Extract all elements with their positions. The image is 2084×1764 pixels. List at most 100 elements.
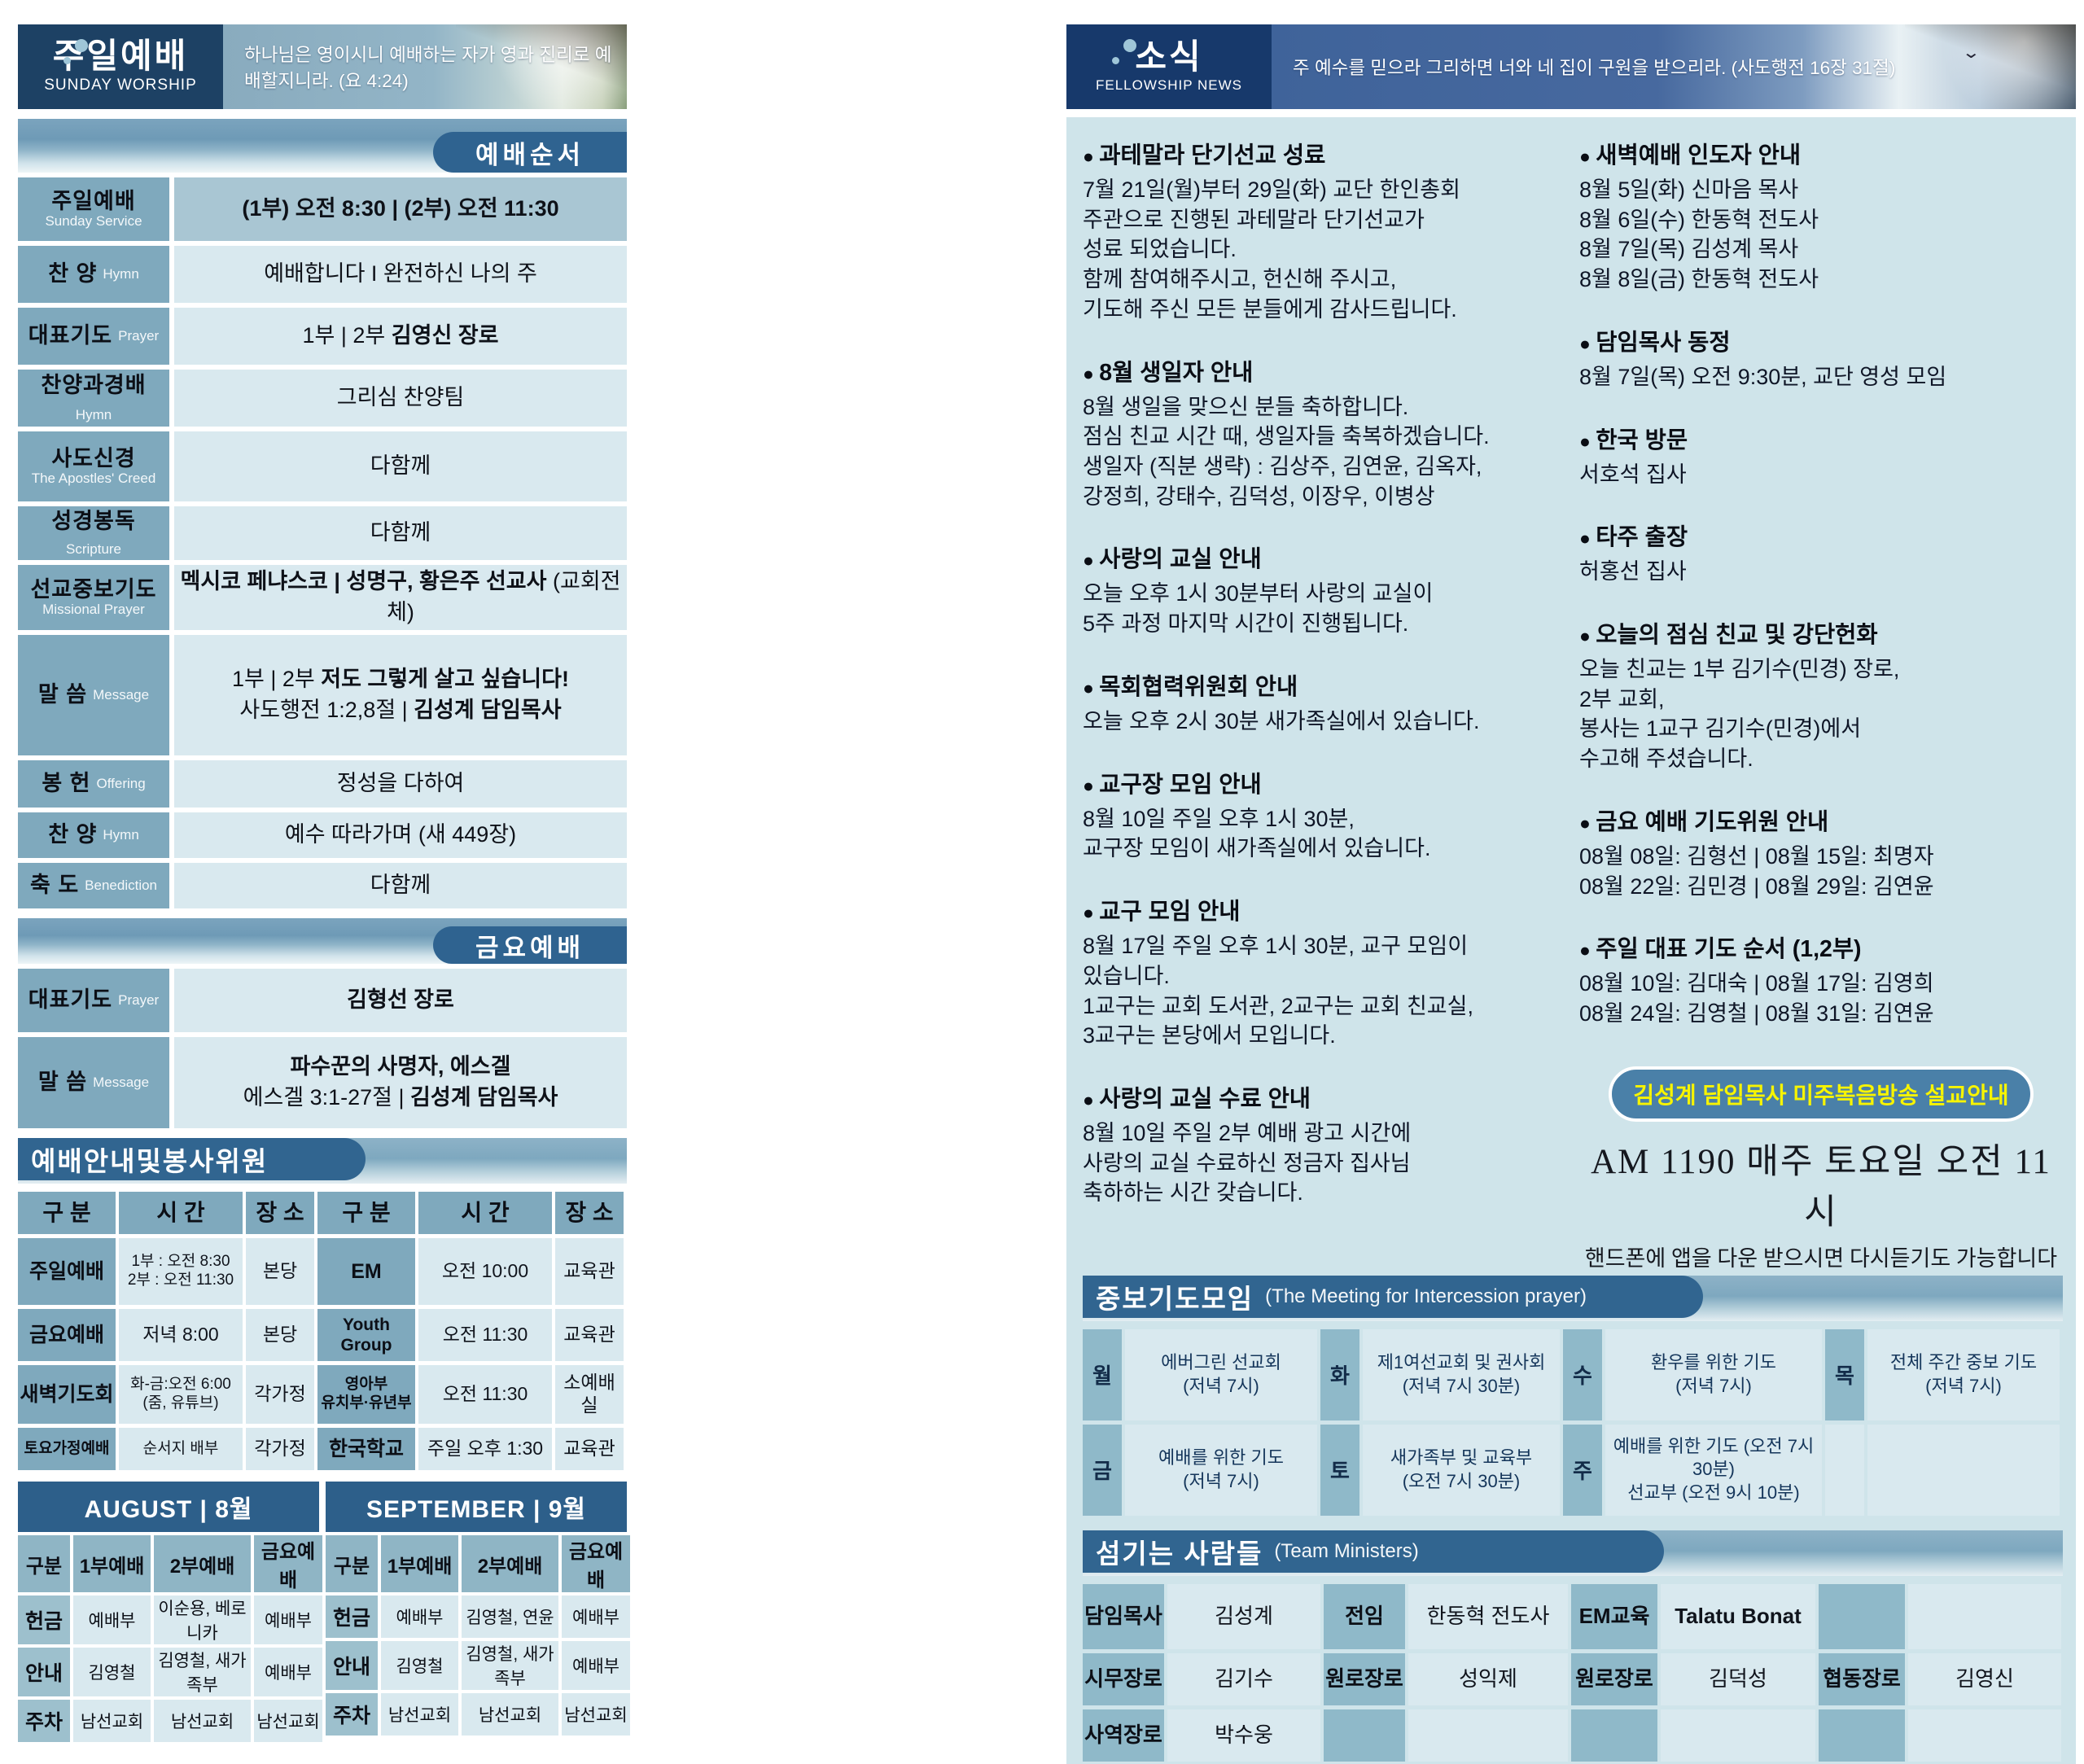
- header-verse-band: 하나님은 영이시니 예배하는 자가 영과 진리로 예배할지니라. (요 4:24…: [223, 24, 627, 109]
- info-row-sunday: 주일예배 1부 : 오전 8:30 2부 : 오전 11:30 본당 EM 오전…: [18, 1238, 627, 1305]
- news-item: 담임목사 동정 8월 7일(목) 오전 9:30분, 교단 영성 모임: [1579, 324, 2063, 392]
- month-duty-tables: AUGUST | 8월 구분 1부예배 2부예배 금요예배 헌금 예배부 이순용…: [18, 1482, 630, 1742]
- news-column-right: 새벽예배 인도자 안내 8월 5일(화) 신마음 목사 8월 6일(수) 한동혁…: [1579, 137, 2063, 1272]
- row-value: 다함께: [174, 506, 627, 560]
- worship-row-creed: 사도신경 The Apostles' Creed 다함께: [18, 431, 627, 501]
- row-label-en: Prayer: [118, 327, 160, 344]
- row-value: 1부 | 2부 저도 그렇게 살고 싶습니다! 사도행전 1:2,8절 | 김성…: [174, 635, 627, 755]
- september-table: SEPTEMBER | 9월 구분 1부예배 2부예배 금요예배 헌금 예배부 …: [326, 1482, 630, 1742]
- fellowship-news-header: 소식 FELLOWSHIP NEWS 주 예수를 믿으라 그리하면 너와 네 집…: [1066, 24, 2076, 109]
- friday-worship-title: 금요예배: [433, 926, 627, 964]
- row-label-kr: 찬 양: [48, 822, 98, 847]
- decor-dots-icon: [1112, 39, 1136, 64]
- news-item: 오늘의 점심 친교 및 강단헌화 오늘 친교는 1부 김기수(민경) 장로, 2…: [1579, 616, 2063, 774]
- order-of-worship-title: 예배순서: [433, 132, 627, 173]
- row-value: 1부 | 2부 김영신 장로: [174, 308, 627, 365]
- header-photo: [1905, 24, 2076, 109]
- news-item: 사랑의 교실 수료 안내 8월 10일 주일 2부 예배 광고 시간에 사랑의 …: [1083, 1080, 1565, 1208]
- worship-row-offering: 봉 헌 Offering 정성을 다하여: [18, 760, 627, 808]
- intercession-title-en: (The Meeting for Intercession prayer): [1265, 1285, 1587, 1307]
- row-label-kr: 대표기도: [28, 323, 113, 348]
- september-title: SEPTEMBER | 9월: [326, 1482, 627, 1532]
- service-info-bar: 예배안내및봉사위원: [18, 1138, 627, 1184]
- row-label-en: Scripture: [65, 541, 122, 557]
- row-label-en: Hymn: [75, 406, 112, 422]
- news-item: 금요 예배 기도위원 안내 08월 08일: 김형선 | 08월 15일: 최명…: [1579, 803, 2063, 901]
- page-title: 주일예배: [52, 37, 189, 75]
- news-body: 과테말라 단기선교 성료 7월 21일(월)부터 29일(화) 교단 한인총회 …: [1066, 117, 2076, 1764]
- row-label-kr: 사도신경: [51, 446, 136, 471]
- intercession-title-kr: 중보기도모임: [1096, 1283, 1254, 1314]
- row-value: 파수꾼의 사명자, 에스겔 에스겔 3:1-27절 | 김성계 담임목사: [174, 1037, 627, 1128]
- worship-row-message: 말 씀 Message 1부 | 2부 저도 그렇게 살고 싶습니다! 사도행전…: [18, 635, 627, 755]
- row-label-en: The Apostles' Creed: [31, 471, 156, 487]
- row-label-en: Benediction: [85, 877, 158, 893]
- row-label-kr: 축 도: [29, 873, 80, 898]
- sunday-worship-header: 주일예배 SUNDAY WORSHIP 하나님은 영이시니 예배하는 자가 영과…: [18, 24, 627, 109]
- news-item: 사랑의 교실 안내 오늘 오후 1시 30분부터 사랑의 교실이 5주 과정 마…: [1083, 541, 1565, 638]
- decor-dots-icon: [63, 39, 88, 64]
- worship-row-hymn2: 찬 양 Hymn 예수 따라가며 (새 449장): [18, 812, 627, 858]
- team-row-2: 시무장로 김기수 원로장로 성익제 원로장로 김덕성 협동장로 김영신: [1083, 1652, 2063, 1705]
- radio-app-note: 핸드폰에 앱을 다운 받으시면 다시듣기도 가능합니다: [1584, 1245, 2058, 1271]
- row-value: 예수 따라가며 (새 449장): [174, 812, 627, 858]
- row-label-en: Prayer: [118, 991, 160, 1008]
- worship-row-hymn1: 찬 양 Hymn 예배합니다 I 완전하신 나의 주: [18, 246, 627, 303]
- worship-row-missional-prayer: 선교중보기도 Missional Prayer 멕시코 페냐스코 | 성명구, …: [18, 565, 627, 630]
- row-label-kr: 주일예배: [51, 189, 136, 214]
- news-item: 한국 방문 서호석 집사: [1579, 422, 2063, 490]
- row-label-en: Message: [93, 686, 150, 703]
- radio-schedule: AM 1190 매주 토요일 오전 11시: [1591, 1142, 2051, 1232]
- row-label-en: Missional Prayer: [42, 602, 145, 618]
- row-label-en: Offering: [96, 775, 146, 791]
- header-photo: [456, 24, 627, 109]
- info-row-dawn: 새벽기도회 화-금:오전 6:00 (줌, 유튜브) 각가정 영아부 유치부·유…: [18, 1365, 627, 1424]
- page-subtitle: SUNDAY WORSHIP: [44, 77, 197, 94]
- page-sunday-worship: 주일예배 SUNDAY WORSHIP 하나님은 영이시니 예배하는 자가 영과…: [18, 24, 630, 1742]
- team-title-kr: 섬기는 사람들: [1096, 1538, 1263, 1569]
- worship-row-sunday-service: 주일예배 Sunday Service (1부) 오전 8:30 | (2부) …: [18, 177, 627, 241]
- row-value: 김형선 장로: [174, 969, 627, 1032]
- row-label-kr: 말 씀: [37, 1070, 88, 1095]
- radio-broadcast-notice: 김성계 담임목사 미주복음방송 설교안내 AM 1190 매주 토요일 오전 1…: [1579, 1066, 2063, 1272]
- row-value: 그리심 찬양팀: [174, 370, 627, 427]
- row-value: 정성을 다하여: [174, 760, 627, 808]
- header-title-box: 주일예배 SUNDAY WORSHIP: [18, 24, 223, 109]
- row-label-en: Message: [93, 1074, 150, 1090]
- row-label-en: Hymn: [103, 265, 139, 282]
- row-label-kr: 선교중보기도: [30, 577, 157, 602]
- info-row-friday: 금요예배 저녁 8:00 본당 Youth Group 오전 11:30 교육관: [18, 1309, 627, 1361]
- worship-row-benediction: 축 도 Benediction 다함께: [18, 863, 627, 908]
- row-value: 다함께: [174, 863, 627, 908]
- page-subtitle: FELLOWSHIP NEWS: [1096, 77, 1242, 93]
- news-item: 타주 출장 허홍선 집사: [1579, 519, 2063, 587]
- row-value: (1부) 오전 8:30 | (2부) 오전 11:30: [174, 177, 627, 241]
- info-header-row: 구 분 시 간 장 소 구 분 시 간 장 소: [18, 1192, 627, 1234]
- news-item: 교구장 모임 안내 8월 10일 주일 오후 1시 30분, 교구장 모임이 새…: [1083, 766, 1565, 864]
- worship-row-prayer: 대표기도 Prayer 1부 | 2부 김영신 장로: [18, 308, 627, 365]
- row-label-kr: 말 씀: [37, 682, 88, 707]
- header-verse-band: 주 예수를 믿으라 그리하면 너와 네 집이 구원을 받으리라. (사도행전 1…: [1272, 24, 2076, 109]
- friday-worship-bar: 금요예배: [18, 918, 627, 964]
- header-verse: 주 예수를 믿으라 그리하면 너와 네 집이 구원을 받으리라. (사도행전 1…: [1293, 58, 1896, 78]
- row-label-kr: 찬양과경배: [41, 373, 147, 398]
- intercession-bar: 중보기도모임 (The Meeting for Intercession pra…: [1083, 1275, 2063, 1321]
- news-item: 교구 모임 안내 8월 17일 주일 오후 1시 30분, 교구 모임이 있습니…: [1083, 893, 1565, 1051]
- radio-badge: 김성계 담임목사 미주복음방송 설교안내: [1609, 1066, 2034, 1122]
- intercession-row-1: 월 에버그린 선교회 (저녁 7시) 화 제1여선교회 및 권사회 (저녁 7시…: [1083, 1328, 2063, 1420]
- row-label-en: Sunday Service: [45, 213, 142, 230]
- bird-icon: ⌄: [1961, 44, 1981, 62]
- service-info-title: 예배안내및봉사위원: [31, 1146, 269, 1176]
- row-label-kr: 성경봉독: [51, 509, 136, 534]
- worship-row-scripture: 성경봉독 Scripture 다함께: [18, 506, 627, 560]
- worship-row-praise: 찬양과경배 Hymn 그리심 찬양팀: [18, 370, 627, 427]
- row-value: 예배합니다 I 완전하신 나의 주: [174, 246, 627, 303]
- header-title-box: 소식 FELLOWSHIP NEWS: [1066, 24, 1272, 109]
- team-row-1: 담임목사 김성계 전임 한동혁 전도사 EM교육 Talatu Bonat: [1083, 1583, 2063, 1649]
- row-value: 다함께: [174, 431, 627, 501]
- row-label-kr: 찬 양: [48, 261, 98, 287]
- august-title: AUGUST | 8월: [18, 1482, 319, 1532]
- team-row-3: 사역장로 박수웅: [1083, 1709, 2063, 1762]
- row-label-kr: 대표기도: [28, 987, 113, 1013]
